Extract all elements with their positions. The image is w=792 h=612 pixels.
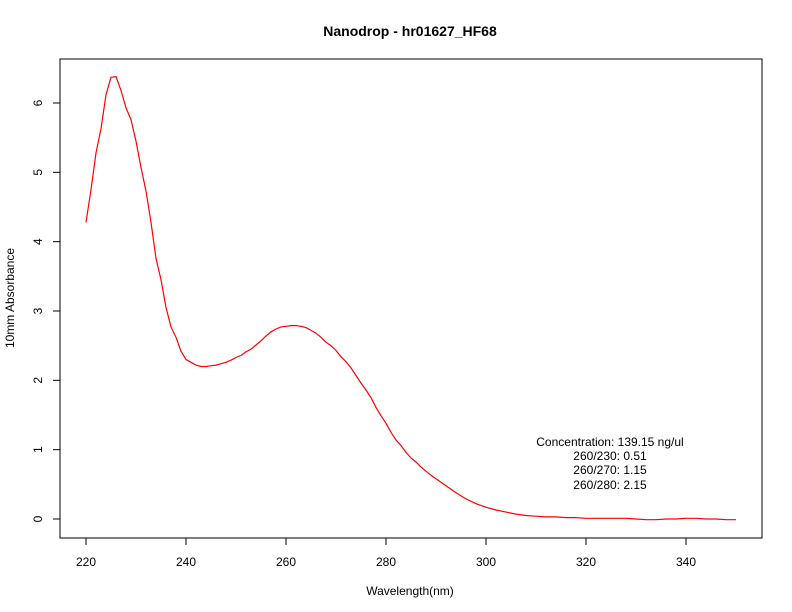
annotation-ratio-260-280: 260/280: 2.15	[573, 478, 647, 492]
absorbance-series-line	[85, 76, 736, 521]
y-tick-label: 4	[31, 238, 45, 245]
y-axis: 0 1 2 3 4 5 6	[31, 99, 61, 522]
chart-title: Nanodrop - hr01627_HF68	[323, 23, 497, 39]
x-tick-label: 260	[276, 555, 296, 569]
x-tick-label: 280	[376, 555, 396, 569]
annotation-concentration: Concentration: 139.15 ng/ul	[536, 435, 683, 449]
x-axis-label: Wavelength(nm)	[366, 584, 454, 598]
y-axis-label: 10mm Absorbance	[3, 248, 17, 348]
x-tick-label: 320	[576, 555, 596, 569]
annotation-block: Concentration: 139.15 ng/ul 260/230: 0.5…	[536, 435, 683, 492]
series-layer	[85, 76, 736, 521]
annotation-ratio-260-230: 260/230: 0.51	[573, 449, 647, 463]
y-tick-label: 1	[31, 446, 45, 453]
plot-frame	[59, 58, 763, 539]
x-axis: 220 240 260 280 300 320 340	[76, 537, 696, 569]
y-tick-label: 6	[31, 99, 45, 106]
x-tick-label: 340	[676, 555, 696, 569]
y-tick-label: 3	[31, 307, 45, 314]
x-tick-label: 240	[176, 555, 196, 569]
y-tick-label: 5	[31, 169, 45, 176]
y-tick-label: 0	[31, 515, 45, 522]
x-tick-label: 220	[76, 555, 96, 569]
y-tick-label: 2	[31, 377, 45, 384]
annotation-ratio-260-270: 260/270: 1.15	[573, 463, 647, 477]
x-tick-label: 300	[476, 555, 496, 569]
